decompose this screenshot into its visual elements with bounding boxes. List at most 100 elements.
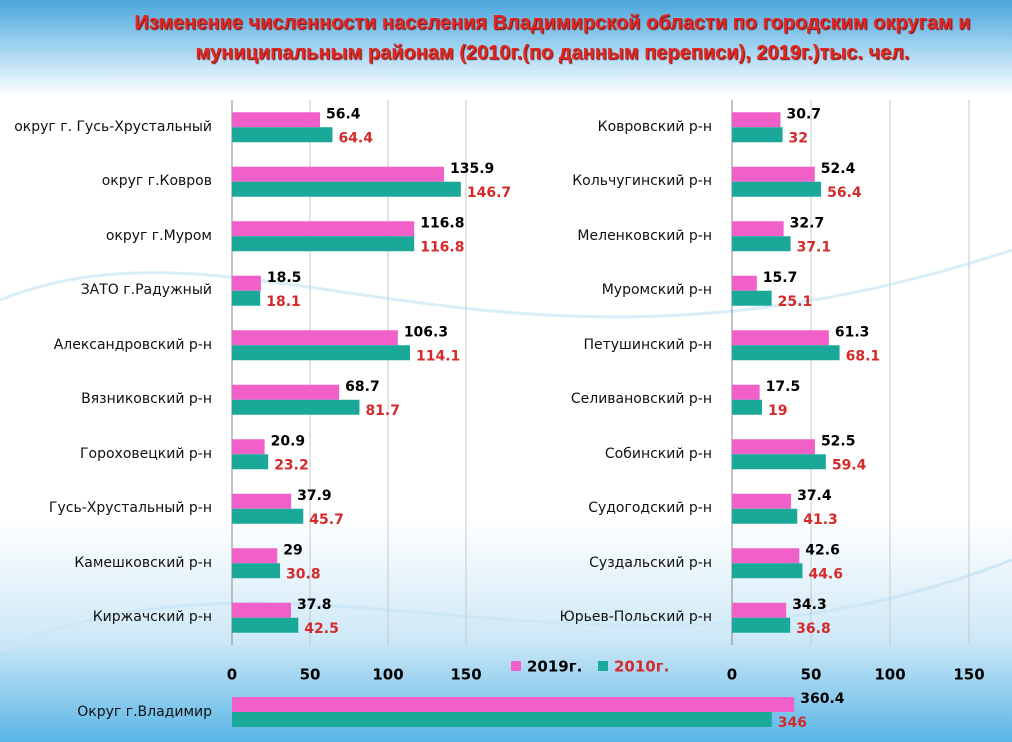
value-label: 116.8 bbox=[420, 215, 464, 231]
bar bbox=[732, 112, 781, 127]
bar bbox=[732, 167, 815, 182]
bar bbox=[232, 291, 260, 306]
category-label: Селивановский р-н bbox=[512, 380, 712, 420]
category-label: Суздальский р-н bbox=[512, 543, 712, 583]
value-label: 81.7 bbox=[365, 403, 400, 419]
chart-title: Изменение численности населения Владимир… bbox=[100, 8, 1005, 68]
bar bbox=[732, 548, 799, 563]
category-label: Камешковский р-н bbox=[12, 543, 212, 583]
x-tick-label: 150 bbox=[953, 666, 984, 684]
value-label: 32.7 bbox=[790, 215, 825, 231]
value-label: 52.5 bbox=[821, 433, 856, 449]
value-label: 17.5 bbox=[766, 379, 801, 395]
bar bbox=[232, 697, 794, 712]
bar bbox=[732, 330, 829, 345]
value-label: 56.4 bbox=[827, 185, 862, 201]
value-label: 30.8 bbox=[286, 566, 321, 582]
bar bbox=[732, 291, 772, 306]
value-label: 64.4 bbox=[338, 130, 373, 146]
category-label: Муромский р-н bbox=[512, 271, 712, 311]
legend-label: 2010г. bbox=[614, 658, 669, 676]
value-label: 18.5 bbox=[267, 270, 302, 286]
category-label: округ г.Ковров bbox=[12, 162, 212, 202]
value-label: 25.1 bbox=[778, 294, 813, 310]
value-label: 37.4 bbox=[797, 488, 832, 504]
bar bbox=[232, 345, 410, 360]
x-tick-label: 100 bbox=[874, 666, 905, 684]
bar bbox=[732, 345, 840, 360]
value-label: 146.7 bbox=[467, 185, 511, 201]
value-label: 106.3 bbox=[404, 324, 448, 340]
category-label: Вязниковский р-н bbox=[12, 380, 212, 420]
legend-swatch bbox=[598, 661, 608, 671]
bar bbox=[732, 221, 784, 236]
bar bbox=[232, 548, 277, 563]
bar bbox=[232, 439, 265, 454]
x-tick-label: 150 bbox=[450, 666, 481, 684]
value-label: 37.8 bbox=[297, 597, 332, 613]
bar bbox=[732, 182, 821, 197]
value-label: 42.5 bbox=[304, 621, 339, 637]
bar bbox=[732, 127, 783, 142]
category-label: Судогодский р-н bbox=[512, 489, 712, 529]
bar bbox=[232, 182, 461, 197]
bar bbox=[732, 509, 797, 524]
value-label: 41.3 bbox=[803, 512, 838, 528]
bar bbox=[232, 112, 320, 127]
slide: 05010015056.464.4135.9146.7116.8116.818.… bbox=[0, 0, 1012, 742]
category-label: Юрьев-Польский р-н bbox=[512, 598, 712, 638]
bar bbox=[732, 400, 762, 415]
bar bbox=[232, 509, 303, 524]
x-tick-label: 100 bbox=[372, 666, 403, 684]
value-label: 52.4 bbox=[821, 161, 856, 177]
category-label: Петушинский р-н bbox=[512, 325, 712, 365]
bar bbox=[232, 385, 339, 400]
category-label: Александровский р-н bbox=[12, 325, 212, 365]
bar bbox=[732, 385, 760, 400]
category-label: Ковровский р-н bbox=[512, 107, 712, 147]
bar bbox=[732, 236, 791, 251]
value-label: 36.8 bbox=[796, 621, 831, 637]
bar bbox=[232, 276, 261, 291]
value-label: 56.4 bbox=[326, 106, 361, 122]
bar bbox=[232, 221, 414, 236]
category-label: ЗАТО г.Радужный bbox=[12, 271, 212, 311]
bar bbox=[232, 494, 291, 509]
value-label: 34.3 bbox=[792, 597, 827, 613]
value-label: 30.7 bbox=[787, 106, 822, 122]
value-label: 116.8 bbox=[420, 239, 464, 255]
value-label: 23.2 bbox=[274, 457, 309, 473]
bar bbox=[232, 712, 772, 727]
bar bbox=[732, 618, 790, 633]
value-label: 360.4 bbox=[800, 691, 845, 707]
category-label: Округ г.Владимир bbox=[12, 692, 212, 732]
category-label: Собинский р-н bbox=[512, 434, 712, 474]
bar bbox=[232, 454, 268, 469]
category-label: округ г. Гусь-Хрустальный bbox=[12, 107, 212, 147]
bar bbox=[732, 494, 791, 509]
value-label: 20.9 bbox=[271, 433, 306, 449]
bar bbox=[732, 454, 826, 469]
bar bbox=[732, 603, 786, 618]
bar bbox=[232, 167, 444, 182]
category-label: Кольчугинский р-н bbox=[512, 162, 712, 202]
category-label: Гороховецкий р-н bbox=[12, 434, 212, 474]
value-label: 45.7 bbox=[309, 512, 344, 528]
bar bbox=[232, 236, 414, 251]
value-label: 37.1 bbox=[797, 239, 832, 255]
category-label: Киржачский р-н bbox=[12, 598, 212, 638]
value-label: 18.1 bbox=[266, 294, 301, 310]
bar bbox=[232, 127, 332, 142]
legend-swatch bbox=[511, 661, 521, 671]
category-label: округ г.Муром bbox=[12, 216, 212, 256]
bar bbox=[232, 618, 298, 633]
bar bbox=[732, 276, 757, 291]
value-label: 68.1 bbox=[846, 348, 881, 364]
legend-label: 2019г. bbox=[527, 658, 582, 676]
bar bbox=[232, 563, 280, 578]
value-label: 15.7 bbox=[763, 270, 798, 286]
category-label: Гусь-Хрустальный р-н bbox=[12, 489, 212, 529]
value-label: 135.9 bbox=[450, 161, 494, 177]
value-label: 61.3 bbox=[835, 324, 870, 340]
bar bbox=[232, 330, 398, 345]
